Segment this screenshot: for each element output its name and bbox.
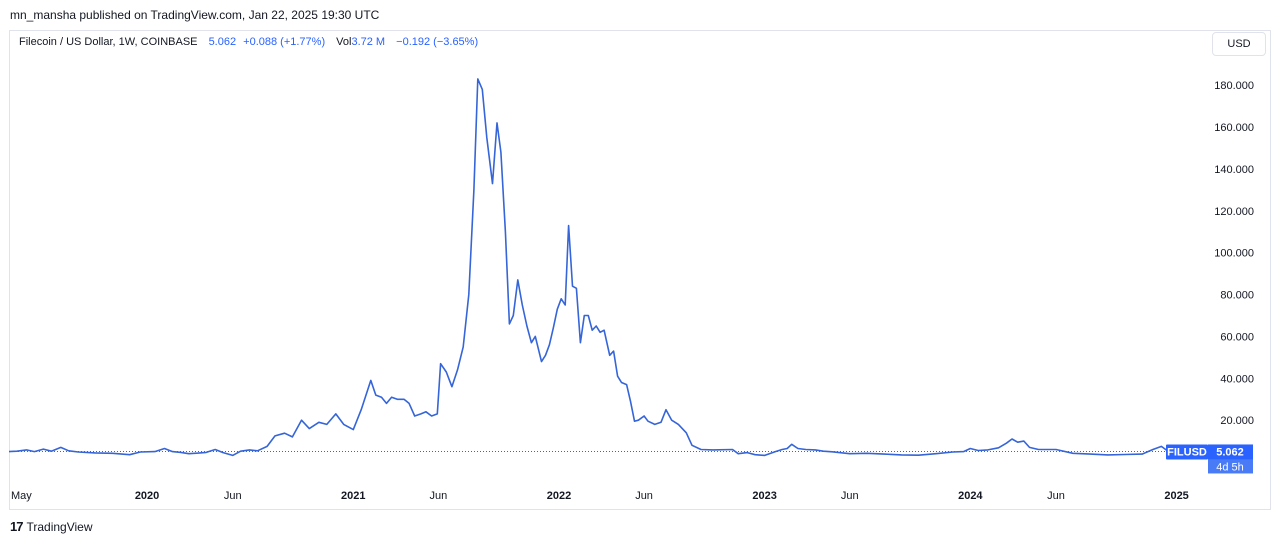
countdown-tag-background bbox=[1208, 459, 1253, 474]
tradingview-mark-icon: 17 bbox=[10, 519, 24, 534]
symbol-title[interactable]: Filecoin / US Dollar, 1W, COINBASE bbox=[19, 36, 198, 48]
y-tick-label: 120.000 bbox=[1214, 206, 1254, 218]
publish-info: mn_mansha published on TradingView.com, … bbox=[10, 8, 380, 22]
volume-value: 3.72 M bbox=[351, 36, 386, 48]
price-change: +0.088 (+1.77%) bbox=[243, 36, 326, 48]
price-tag-background bbox=[1208, 444, 1253, 460]
symbol-tag: FILUSD bbox=[1167, 446, 1207, 458]
price-tag-value: 5.062 bbox=[1216, 446, 1244, 458]
y-tick-label: 40.000 bbox=[1220, 373, 1254, 385]
x-tick-label: Jun bbox=[841, 490, 859, 502]
x-tick-label: Jun bbox=[224, 490, 242, 502]
x-tick-label: May bbox=[11, 490, 32, 502]
x-tick-label: 2023 bbox=[752, 490, 776, 502]
x-tick-label: Jun bbox=[430, 490, 448, 502]
y-tick-label: 180.000 bbox=[1214, 80, 1254, 92]
x-tick-label: Jun bbox=[1047, 490, 1065, 502]
volume-label: Vol bbox=[336, 36, 352, 48]
currency-button[interactable]: USD bbox=[1212, 32, 1266, 56]
tradingview-logo[interactable]: 17 TradingView bbox=[10, 519, 93, 534]
y-tick-label: 20.000 bbox=[1220, 415, 1254, 427]
y-tick-label: 160.000 bbox=[1214, 122, 1254, 134]
tradingview-logo-text: TradingView bbox=[26, 519, 93, 534]
volume-change: −0.192 (−3.65%) bbox=[396, 36, 479, 48]
x-tick-label: 2021 bbox=[341, 490, 365, 502]
y-tick-label: 140.000 bbox=[1214, 164, 1254, 176]
x-tick-label: 2025 bbox=[1164, 490, 1188, 502]
y-tick-label: 60.000 bbox=[1220, 331, 1254, 343]
y-tick-label: 80.000 bbox=[1220, 290, 1254, 302]
y-tick-label: 100.000 bbox=[1214, 248, 1254, 260]
countdown-tag: 4d 5h bbox=[1216, 461, 1244, 473]
symbol-tag-background bbox=[1166, 444, 1208, 460]
chart-frame bbox=[9, 30, 1271, 510]
symbol-legend: Filecoin / US Dollar, 1W, COINBASE 5.062… bbox=[19, 36, 478, 48]
price-line-series bbox=[8, 78, 1189, 457]
last-price: 5.062 bbox=[208, 36, 237, 48]
x-tick-label: 2022 bbox=[547, 490, 571, 502]
x-tick-label: 2024 bbox=[958, 490, 983, 502]
x-tick-label: 2020 bbox=[135, 490, 159, 502]
x-tick-label: Jun bbox=[635, 490, 653, 502]
